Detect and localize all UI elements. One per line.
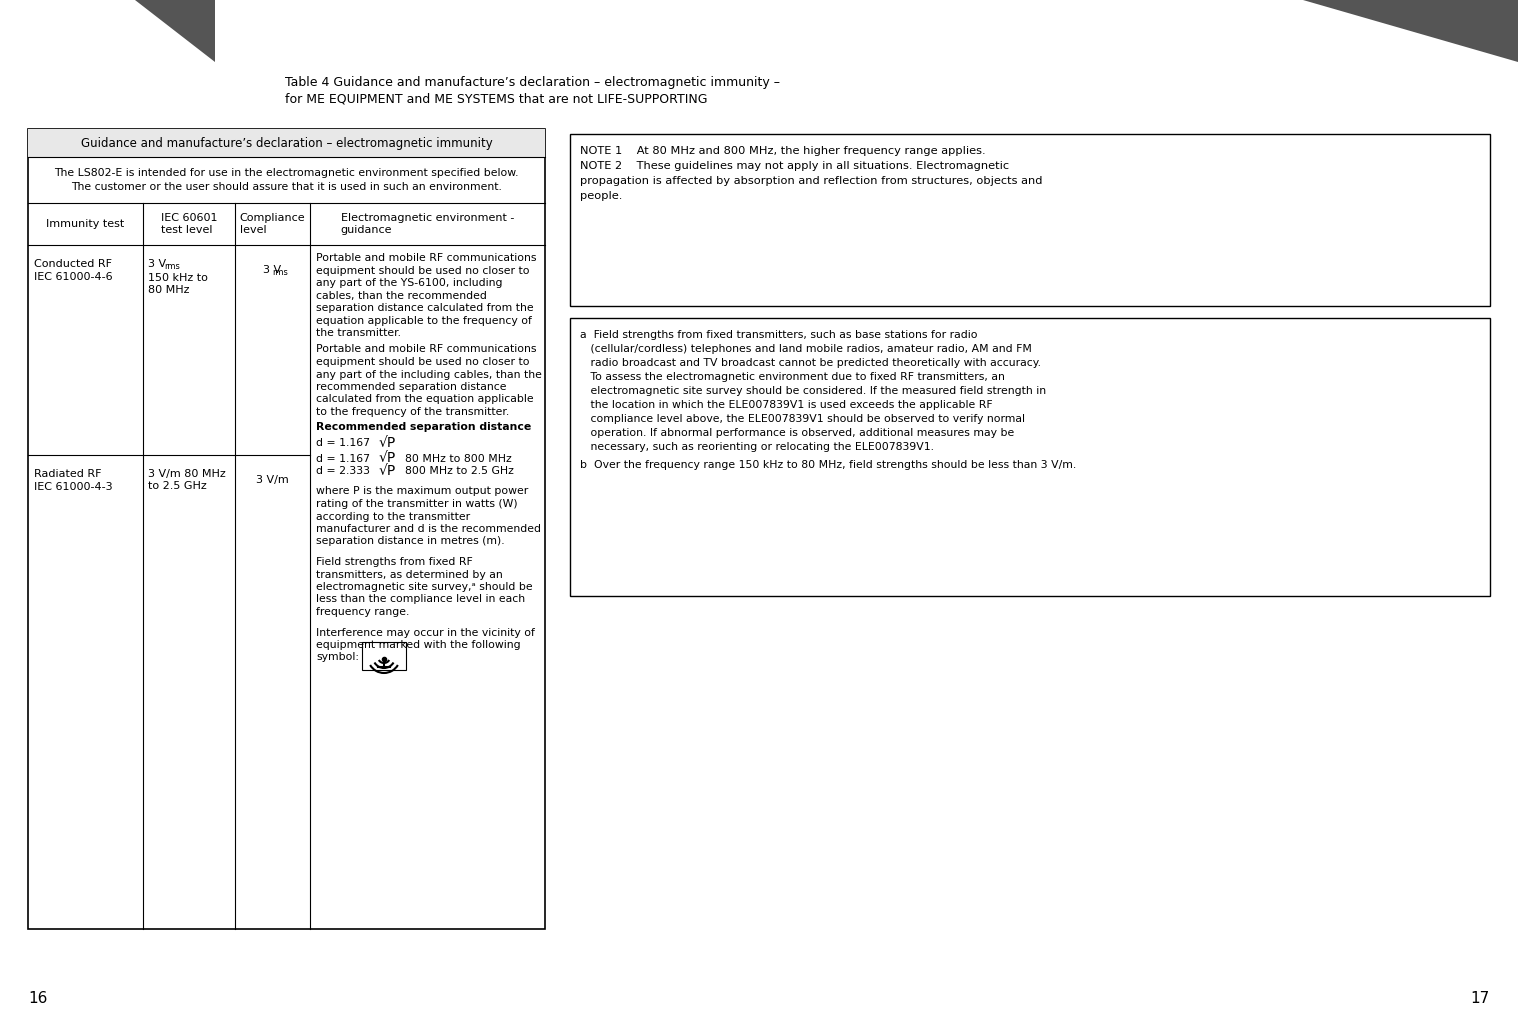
Text: transmitters, as determined by an: transmitters, as determined by an [316,569,502,580]
Text: necessary, such as reorienting or relocating the ELE007839V1.: necessary, such as reorienting or reloca… [580,442,934,452]
Text: frequency range.: frequency range. [316,607,410,617]
Text: NOTE 2    These guidelines may not apply in all situations. Electromagnetic: NOTE 2 These guidelines may not apply in… [580,161,1009,171]
Text: electromagnetic site survey should be considered. If the measured field strength: electromagnetic site survey should be co… [580,386,1046,396]
Polygon shape [1302,0,1518,62]
Text: symbol:: symbol: [316,652,358,663]
Text: electromagnetic site survey,ᵃ should be: electromagnetic site survey,ᵃ should be [316,582,533,592]
Text: d = 1.167: d = 1.167 [316,438,373,449]
Text: a  Field strengths from fixed transmitters, such as base stations for radio: a Field strengths from fixed transmitter… [580,330,978,340]
Text: equipment should be used no closer to: equipment should be used no closer to [316,265,530,275]
Text: Immunity test: Immunity test [47,219,124,229]
Text: b  Over the frequency range 150 kHz to 80 MHz, field strengths should be less th: b Over the frequency range 150 kHz to 80… [580,460,1076,470]
Text: 80 MHz to 800 MHz: 80 MHz to 800 MHz [398,454,512,464]
Text: Electromagnetic environment -
guidance: Electromagnetic environment - guidance [342,213,515,236]
Text: people.: people. [580,191,622,201]
Text: NOTE 1    At 80 MHz and 800 MHz, the higher frequency range applies.: NOTE 1 At 80 MHz and 800 MHz, the higher… [580,146,985,156]
Text: to 2.5 GHz: to 2.5 GHz [147,481,206,490]
Text: √P: √P [380,464,396,478]
Text: 150 kHz to: 150 kHz to [147,273,208,283]
Text: 80 MHz: 80 MHz [147,285,190,295]
Text: propagation is affected by absorption and reflection from structures, objects an: propagation is affected by absorption an… [580,176,1043,186]
Text: d = 2.333: d = 2.333 [316,466,373,476]
Text: to the frequency of the transmitter.: to the frequency of the transmitter. [316,407,509,417]
Text: Recommended separation distance: Recommended separation distance [316,423,531,432]
Text: any part of the including cables, than the: any part of the including cables, than t… [316,370,542,380]
Text: less than the compliance level in each: less than the compliance level in each [316,595,525,604]
Text: 16: 16 [27,991,47,1006]
Text: The LS802-E is intended for use in the electromagnetic environment specified bel: The LS802-E is intended for use in the e… [55,168,519,191]
Text: for ME EQUIPMENT and ME SYSTEMS that are not LIFE-SUPPORTING: for ME EQUIPMENT and ME SYSTEMS that are… [285,92,707,105]
Text: √P: √P [380,436,396,450]
Text: separation distance in metres (m).: separation distance in metres (m). [316,537,504,547]
Bar [569,134,1491,306]
Bar [27,129,545,929]
Text: Compliance
level: Compliance level [240,213,305,236]
Text: Guidance and manufacture’s declaration – electromagnetic immunity: Guidance and manufacture’s declaration –… [80,136,492,150]
Text: 17: 17 [1471,991,1491,1006]
Text: Interference may occur in the vicinity of: Interference may occur in the vicinity o… [316,628,534,638]
Text: Table 4 Guidance and manufacture’s declaration – electromagnetic immunity –: Table 4 Guidance and manufacture’s decla… [285,76,780,89]
Text: rating of the transmitter in watts (W): rating of the transmitter in watts (W) [316,499,518,509]
Text: separation distance calculated from the: separation distance calculated from the [316,303,534,313]
Polygon shape [135,0,216,62]
Text: 3 V/m: 3 V/m [257,475,288,485]
Text: √P: √P [380,452,396,466]
Text: radio broadcast and TV broadcast cannot be predicted theoretically with accuracy: radio broadcast and TV broadcast cannot … [580,358,1041,368]
Text: d = 1.167: d = 1.167 [316,454,373,464]
Text: 3 V: 3 V [147,259,165,269]
Text: 3 V/m 80 MHz: 3 V/m 80 MHz [147,469,226,479]
Bar [361,642,405,670]
Text: 3 V: 3 V [264,265,281,275]
Text: any part of the YS-6100, including: any part of the YS-6100, including [316,278,502,288]
Text: manufacturer and d is the recommended: manufacturer and d is the recommended [316,524,540,534]
Text: Portable and mobile RF communications: Portable and mobile RF communications [316,344,536,354]
Bar [27,129,545,157]
Text: Field strengths from fixed RF: Field strengths from fixed RF [316,557,472,567]
Text: Portable and mobile RF communications: Portable and mobile RF communications [316,253,536,263]
Text: 800 MHz to 2.5 GHz: 800 MHz to 2.5 GHz [398,466,515,476]
Text: the transmitter.: the transmitter. [316,328,401,338]
Text: compliance level above, the ELE007839V1 should be observed to verify normal: compliance level above, the ELE007839V1 … [580,414,1025,424]
Text: operation. If abnormal performance is observed, additional measures may be: operation. If abnormal performance is ob… [580,428,1014,438]
Text: To assess the electromagnetic environment due to fixed RF transmitters, an: To assess the electromagnetic environmen… [580,372,1005,382]
Text: rms: rms [164,262,179,271]
Text: the location in which the ELE007839V1 is used exceeds the applicable RF: the location in which the ELE007839V1 is… [580,400,993,410]
Text: Radiated RF
IEC 61000-4-3: Radiated RF IEC 61000-4-3 [33,469,112,493]
Text: equation applicable to the frequency of: equation applicable to the frequency of [316,315,531,326]
Text: equipment marked with the following: equipment marked with the following [316,640,521,650]
Text: (cellular/cordless) telephones and land mobile radios, amateur radio, AM and FM: (cellular/cordless) telephones and land … [580,344,1032,354]
Text: IEC 60601
test level: IEC 60601 test level [161,213,217,236]
Text: rms: rms [273,268,288,278]
Text: where P is the maximum output power: where P is the maximum output power [316,486,528,497]
Text: Conducted RF
IEC 61000-4-6: Conducted RF IEC 61000-4-6 [33,259,112,283]
Text: calculated from the equation applicable: calculated from the equation applicable [316,394,534,404]
Bar [569,318,1491,596]
Text: recommended separation distance: recommended separation distance [316,382,507,392]
Text: according to the transmitter: according to the transmitter [316,512,471,521]
Text: equipment should be used no closer to: equipment should be used no closer to [316,357,530,367]
Text: cables, than the recommended: cables, than the recommended [316,291,487,300]
